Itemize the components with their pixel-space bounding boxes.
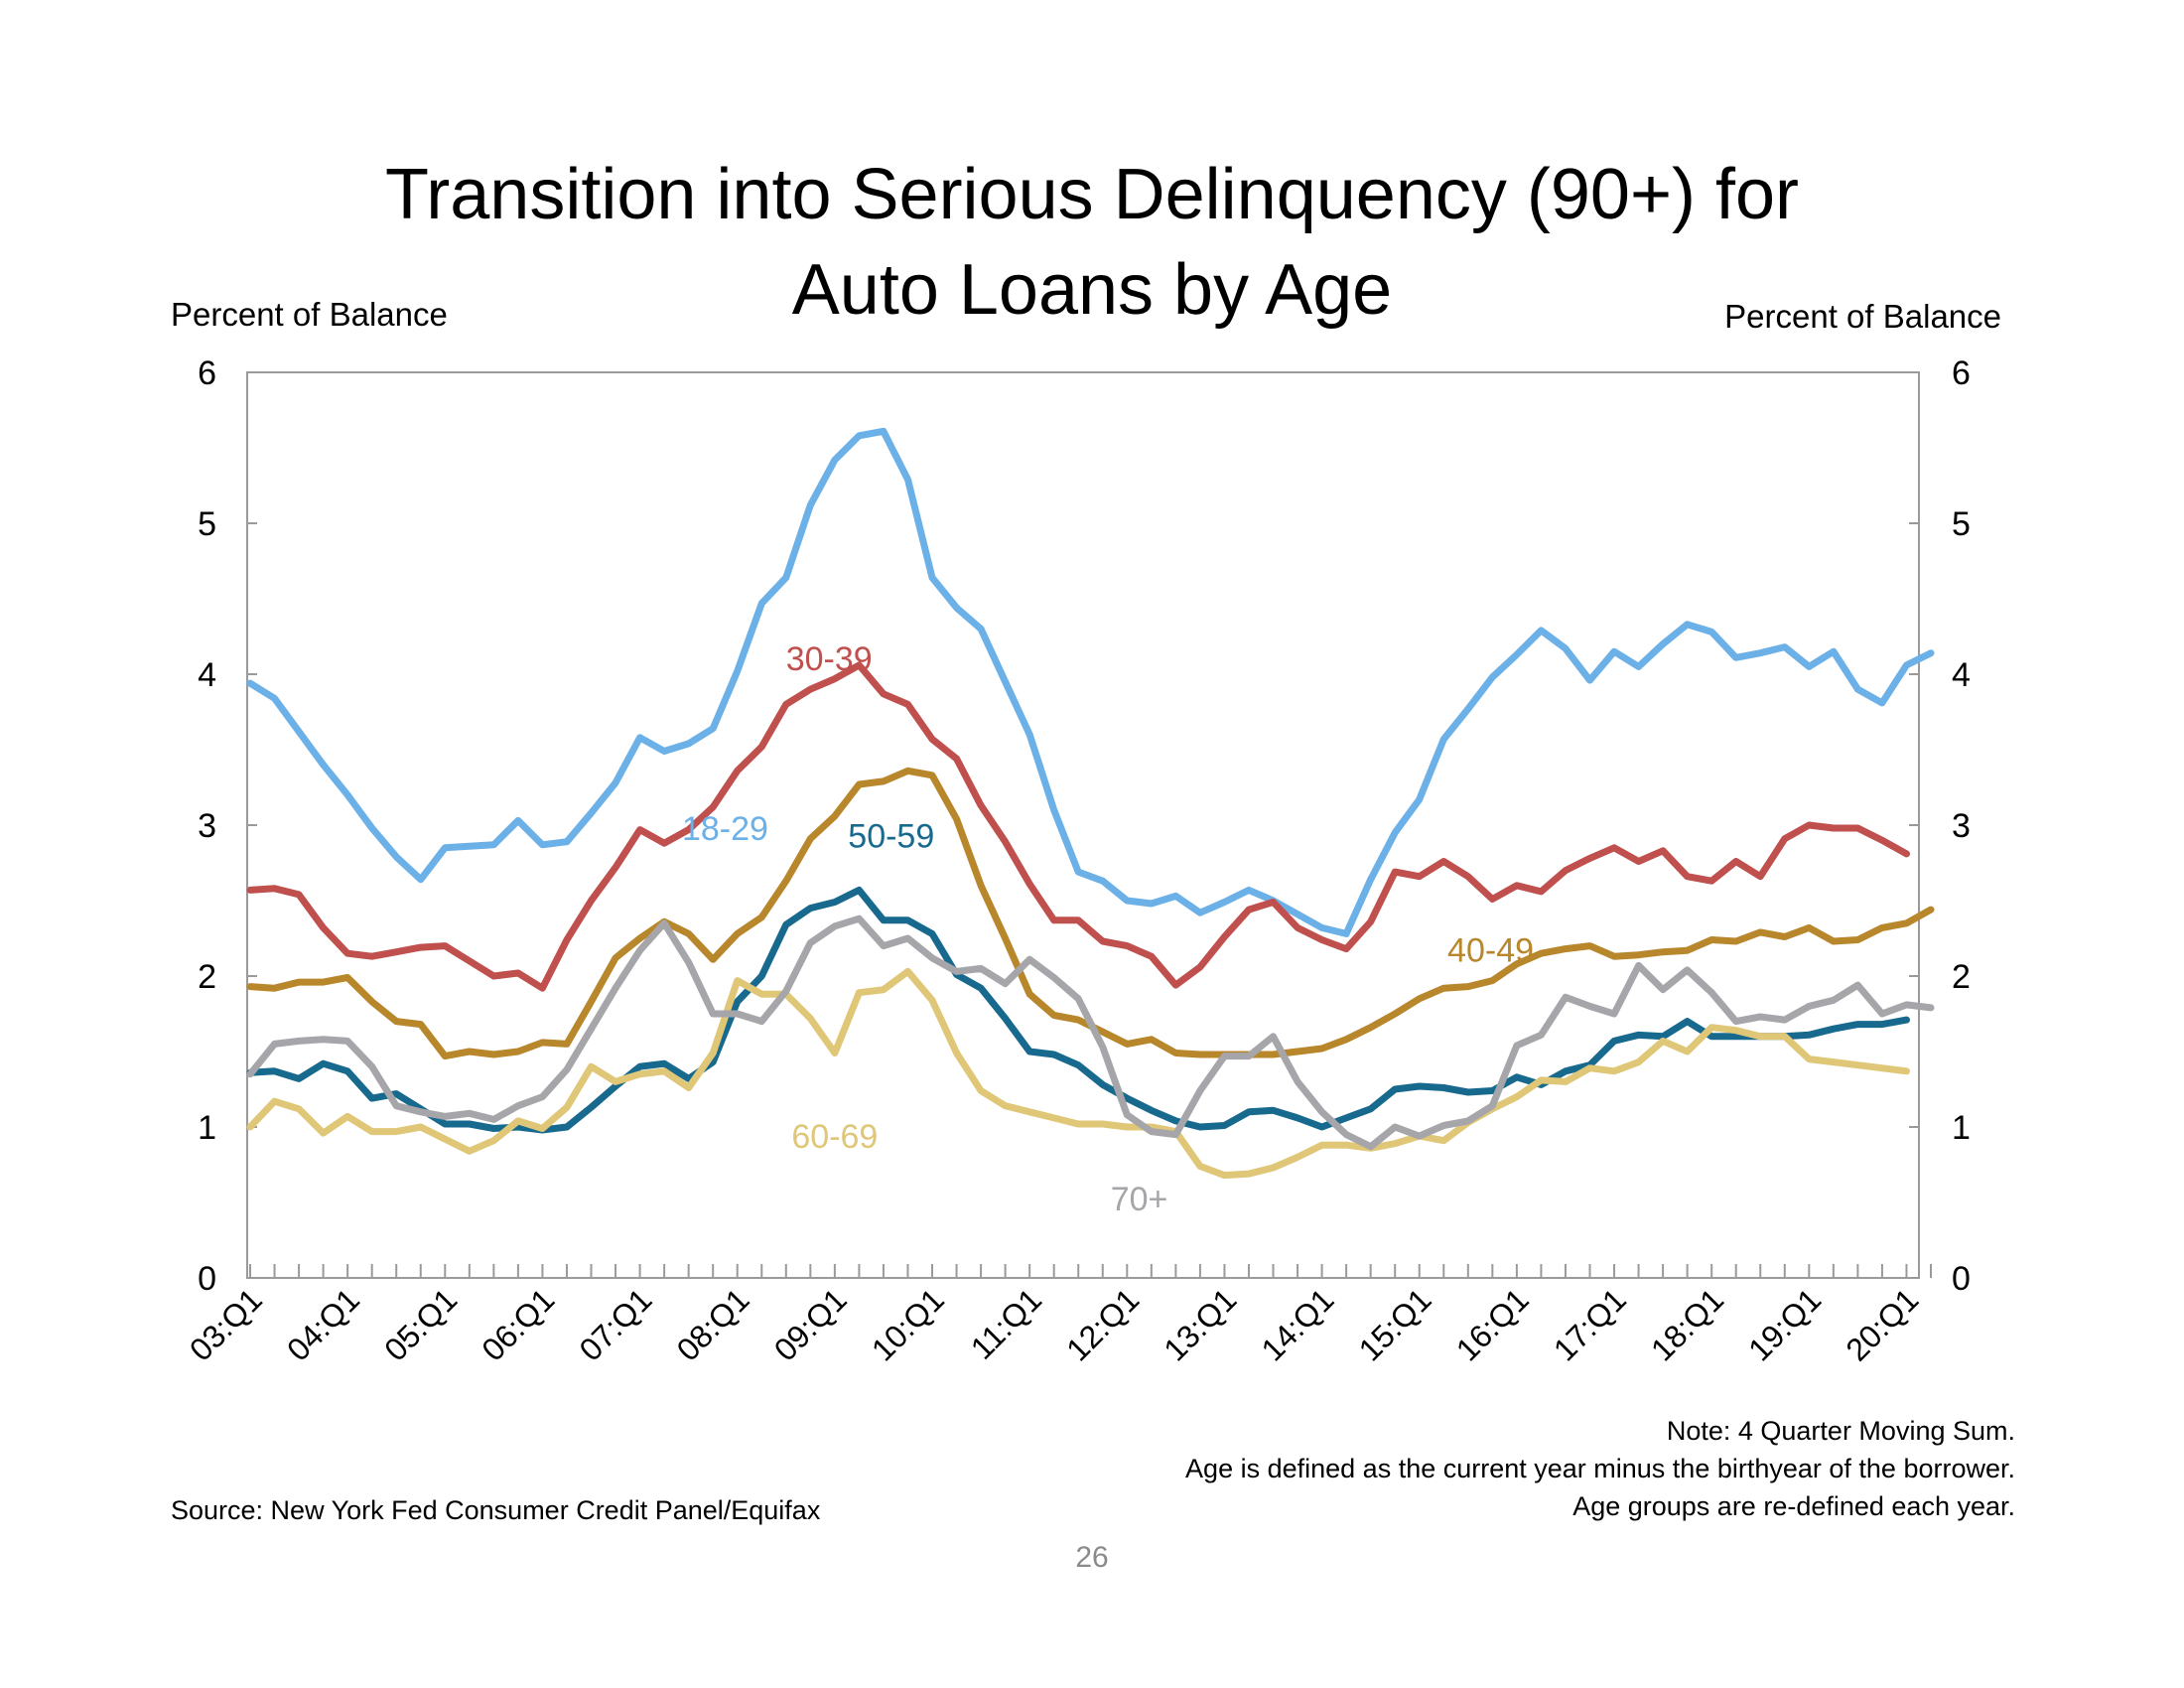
y-tick-label-left: 2 [198,958,216,996]
series-line-60-69 [246,967,1910,1180]
y-tick-label-left: 5 [198,505,216,543]
y-tick-label-left: 1 [198,1109,216,1147]
note-line-2: Age is defined as the current year minus… [1185,1454,2015,1483]
x-tick-label: 11:Q1 [964,1281,1048,1365]
series-line-18-29 [246,427,1935,937]
series-line-50-59 [246,886,1910,1134]
y-tick-label-right: 3 [1952,807,1971,845]
x-tick-label: 03:Q1 [183,1281,269,1367]
x-tick-label: 19:Q1 [1741,1281,1828,1367]
y-tick-label-right: 5 [1952,505,1971,543]
x-tick-label: 08:Q1 [670,1281,756,1367]
y-axis: 0 0 1 1 2 2 3 3 4 4 5 5 6 6 [198,354,1971,1298]
x-tick-label: 18:Q1 [1644,1281,1730,1367]
chart-title-line-1: Transition into Serious Delinquency (90+… [385,155,1799,234]
y-tick-label-right: 0 [1952,1260,1971,1298]
x-tick-label: 09:Q1 [767,1281,854,1367]
x-axis: 03:Q1 04:Q1 05:Q1 06:Q1 07:Q1 08:Q1 09:Q1 10:Q1… [183,1264,1932,1368]
x-tick-label: 13:Q1 [1157,1281,1243,1367]
series-labels: 18-29 30-39 40-49 50-59 60-69 70+ [682,640,1534,1218]
y-tick-label-right: 1 [1952,1109,1971,1147]
series-label-40-49: 40-49 [1447,931,1534,969]
x-tick-label: 16:Q1 [1449,1281,1536,1367]
x-tick-label: 10:Q1 [865,1281,951,1367]
x-tick-label: 07:Q1 [572,1281,658,1367]
series-label-60-69: 60-69 [791,1118,878,1156]
series-line-70plus [246,914,1935,1151]
y-tick-label-left: 3 [198,807,216,845]
note-line-3: Age groups are re-defined each year. [1572,1491,2015,1521]
x-tick-label: 12:Q1 [1059,1281,1146,1367]
y-axis-label-left: Percent of Balance [171,296,448,333]
series-label-70plus: 70+ [1111,1181,1168,1218]
x-tick-label: 04:Q1 [280,1281,366,1367]
x-tick-label: 05:Q1 [377,1281,464,1367]
y-tick-label-right: 6 [1952,354,1971,392]
y-axis-label-right: Percent of Balance [1724,298,2001,335]
series-label-18-29: 18-29 [682,810,768,848]
series-label-30-39: 30-39 [786,640,873,678]
x-tick-label: 15:Q1 [1352,1281,1438,1367]
y-tick-label-left: 4 [198,656,216,694]
page-number: 26 [1075,1541,1108,1574]
plot-area-frame [246,371,1920,1279]
x-tick-label: 20:Q1 [1839,1281,1925,1367]
series-lines [246,427,1935,1180]
source-note: Source: New York Fed Consumer Credit Pan… [171,1495,821,1525]
chart-title-line-2: Auto Loans by Age [792,250,1392,330]
x-tick-label: 17:Q1 [1547,1281,1633,1367]
series-label-50-59: 50-59 [848,818,934,856]
y-tick-label-left: 0 [198,1260,216,1298]
y-tick-label-right: 4 [1952,656,1971,694]
series-line-30-39 [246,661,1910,992]
x-tick-label: 14:Q1 [1254,1281,1340,1367]
note-line-1: Note: 4 Quarter Moving Sum. [1667,1416,2015,1446]
y-tick-label-right: 2 [1952,958,1971,996]
series-line-40-49 [246,767,1935,1060]
y-tick-label-left: 6 [198,354,216,392]
x-tick-label: 06:Q1 [475,1281,561,1367]
